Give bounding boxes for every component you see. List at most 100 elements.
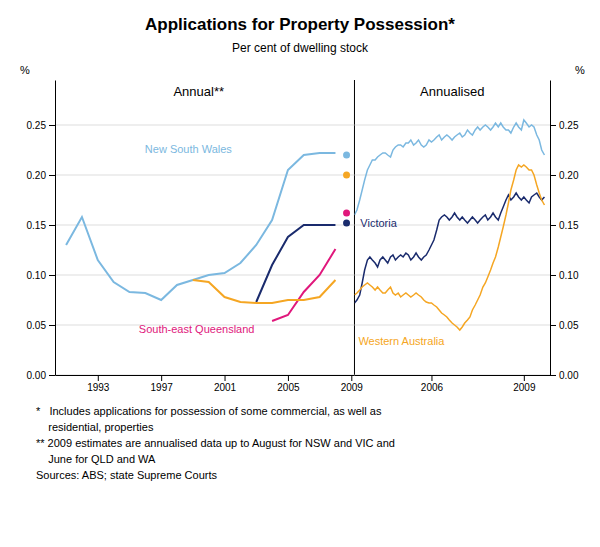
- y-axis-line: [550, 81, 551, 376]
- plot-area: [66, 152, 350, 322]
- x-tick-label: 1997: [151, 382, 174, 393]
- x-axis-line: [355, 375, 551, 376]
- panel-divider: [354, 80, 355, 375]
- panel: 1993 1997 2001 2005 2009 0.00 0.05 0.10 0.15 0.20…: [20, 64, 363, 393]
- x-axis-line: [56, 375, 355, 376]
- footer: * Includes applications for possession o…: [36, 405, 395, 481]
- y-axis: 0.00 0.05 0.10 0.15 0.20 0.25: [550, 81, 579, 381]
- x-tick-label: 2009: [341, 382, 364, 393]
- y-axis: 0.00 0.05 0.10 0.15 0.20 0.25: [27, 81, 56, 381]
- grid: [354, 125, 550, 375]
- y-tick-mark: [550, 125, 556, 126]
- y-tick-mark: [550, 175, 556, 176]
- x-tick: 1997: [151, 375, 174, 393]
- x-tick-label: 2001: [214, 382, 237, 393]
- dot: [343, 172, 350, 179]
- x-tick-label: 2005: [277, 382, 300, 393]
- y-tick: 0.25: [27, 120, 55, 131]
- y-tick: 0.00: [550, 370, 579, 381]
- series-label: Victoria: [360, 217, 397, 229]
- y-tick-mark: [49, 125, 55, 126]
- panel: 20062009 0.00 0.05 0.10 0.15 0.20 0.25% Annuali…: [354, 64, 585, 393]
- grid: [55, 125, 354, 375]
- line: [354, 165, 544, 330]
- dot: [343, 210, 350, 217]
- x-tick-mark: [431, 375, 432, 381]
- grid-line: [354, 275, 550, 276]
- x-tick: 2006: [421, 375, 444, 393]
- y-label: %: [575, 64, 585, 76]
- line: [354, 193, 544, 303]
- y-tick: 0.15: [27, 220, 55, 231]
- series-label: South-east Queensland: [139, 323, 255, 335]
- y-tick-mark: [49, 225, 55, 226]
- y-tick-label: 0.10: [27, 270, 47, 281]
- y-tick-mark: [550, 275, 556, 276]
- line: [193, 280, 336, 303]
- line: [354, 120, 544, 215]
- panel-title: Annualised: [420, 84, 484, 99]
- y-axis-line: [55, 81, 56, 376]
- y-tick-label: 0.15: [559, 220, 579, 231]
- x-tick: 2005: [277, 375, 300, 393]
- y-tick-label: 0.05: [27, 320, 47, 331]
- chart: Applications for Property Possession* Per…: [0, 0, 600, 547]
- x-tick: 1993: [87, 375, 110, 393]
- x-tick-mark: [288, 375, 289, 381]
- y-tick-label: 0.00: [559, 370, 579, 381]
- series-label: Western Australia: [358, 335, 445, 347]
- y-tick-mark: [49, 325, 55, 326]
- y-tick: 0.10: [27, 270, 55, 281]
- title: Applications for Property Possession*: [145, 15, 455, 34]
- x-tick: 2009: [341, 375, 364, 393]
- x-axis: 20062009: [355, 375, 551, 393]
- y-label: %: [20, 64, 30, 76]
- y-tick: 0.10: [550, 270, 579, 281]
- series-label: New South Wales: [145, 143, 233, 155]
- y-tick: 0.20: [550, 170, 579, 181]
- y-tick-label: 0.15: [27, 220, 47, 231]
- y-tick: 0.05: [27, 320, 55, 331]
- x-tick-mark: [351, 375, 352, 381]
- panel-title: Annual**: [173, 84, 224, 99]
- x-tick-mark: [524, 375, 525, 381]
- y-tick-mark: [550, 375, 556, 376]
- grid-line: [55, 375, 354, 376]
- grid-line: [55, 125, 354, 126]
- y-tick-label: 0.00: [27, 370, 47, 381]
- x-tick-mark: [161, 375, 162, 381]
- y-tick-mark: [49, 275, 55, 276]
- y-tick: 0.15: [550, 220, 579, 231]
- grid-line: [354, 175, 550, 176]
- line: [256, 225, 335, 302]
- y-tick-mark: [550, 225, 556, 226]
- grid-line: [354, 125, 550, 126]
- y-tick-label: 0.25: [27, 120, 47, 131]
- y-tick-mark: [49, 375, 55, 376]
- footnote: Sources: ABS; state Supreme Courts: [36, 469, 217, 481]
- y-tick-label: 0.20: [559, 170, 579, 181]
- y-tick: 0.20: [27, 170, 55, 181]
- footnote: residential, properties: [36, 421, 154, 433]
- plot-area: [354, 120, 544, 330]
- grid-line: [354, 325, 550, 326]
- grid-line: [55, 175, 354, 176]
- y-tick-label: 0.25: [559, 120, 579, 131]
- y-tick-label: 0.20: [27, 170, 47, 181]
- x-tick-mark: [98, 375, 99, 381]
- dot: [343, 220, 350, 227]
- y-tick-label: 0.05: [559, 320, 579, 331]
- subtitle: Per cent of dwelling stock: [232, 41, 369, 55]
- y-tick-mark: [49, 175, 55, 176]
- grid-line: [354, 375, 550, 376]
- footnote: June for QLD and WA: [36, 453, 156, 465]
- y-tick-label: 0.10: [559, 270, 579, 281]
- line: [66, 153, 335, 300]
- dot: [343, 152, 350, 159]
- footnote: ** 2009 estimates are annualised data up…: [36, 437, 395, 449]
- x-tick: 2001: [214, 375, 237, 393]
- x-tick-mark: [225, 375, 226, 381]
- x-tick-label: 2006: [421, 382, 444, 393]
- x-tick-label: 1993: [87, 382, 110, 393]
- footnote: * Includes applications for possession o…: [36, 405, 382, 417]
